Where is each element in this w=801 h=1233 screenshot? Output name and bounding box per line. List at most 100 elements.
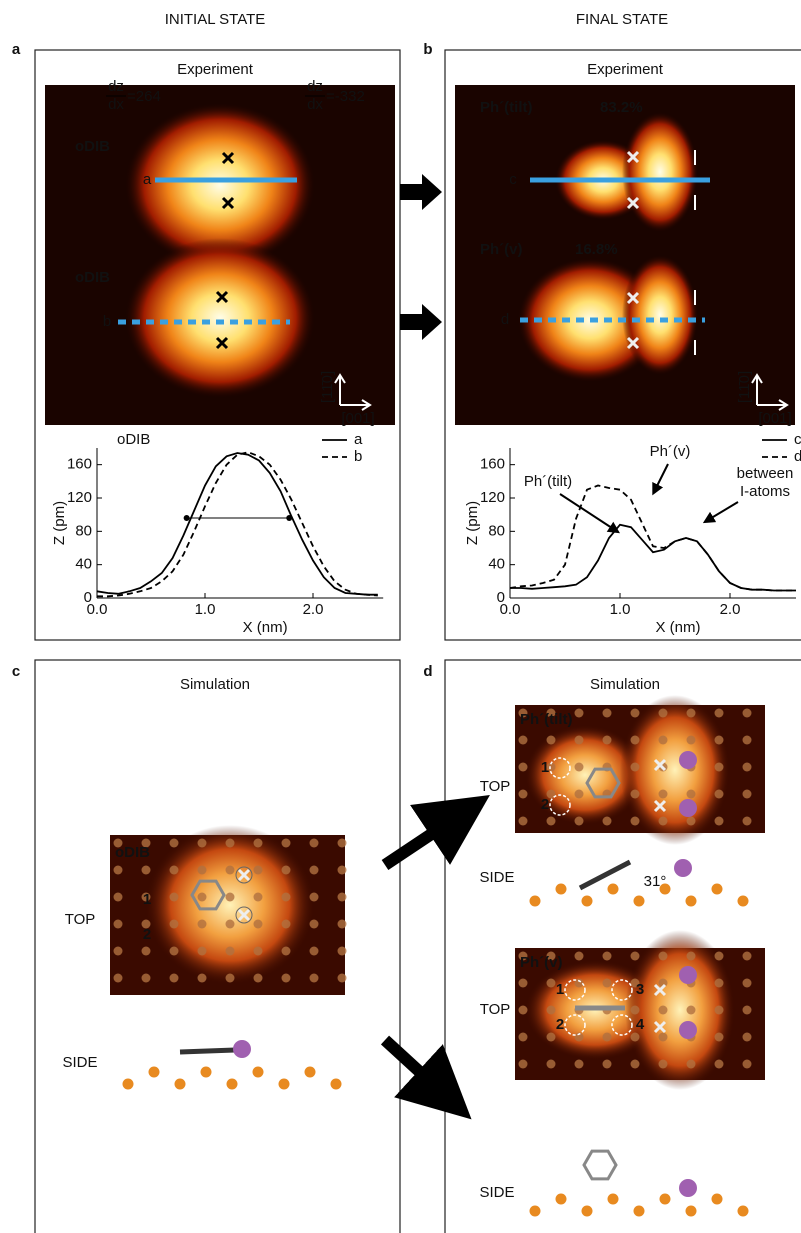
substrate-atom [198, 866, 207, 875]
panel-title: Experiment [177, 61, 254, 78]
substrate-atom [170, 974, 179, 983]
substrate-atom [310, 974, 319, 983]
molecule-label: oDIB [75, 269, 110, 286]
x-tick-label: 0.0 [87, 601, 108, 618]
annotation-arrow [655, 464, 668, 490]
substrate-atom [519, 1033, 528, 1042]
substrate-atom [282, 839, 291, 848]
substrate-atom [282, 974, 291, 983]
substrate-atom [338, 947, 347, 956]
substrate-atom [603, 952, 612, 961]
substrate-atom [226, 920, 235, 929]
substrate-atom [631, 1033, 640, 1042]
header: FINAL STATE [576, 11, 668, 28]
substrate-atom [310, 866, 319, 875]
substrate-atom [687, 817, 696, 826]
molecule-label: Ph´(tilt) [520, 711, 572, 728]
legend-label: b [354, 448, 362, 465]
substrate-atom [715, 790, 724, 799]
substrate-atom [170, 920, 179, 929]
side-atom [305, 1067, 316, 1078]
substrate-atom [547, 736, 556, 745]
x-axis-label: X (nm) [243, 619, 288, 636]
molecule-label: Ph´(tilt) [480, 99, 532, 116]
y-tick-label: 80 [75, 522, 92, 539]
data-line [97, 453, 378, 595]
substrate-atom [310, 947, 319, 956]
substrate-atom [743, 1060, 752, 1069]
annotation: dx [307, 96, 323, 113]
y-tick-label: 40 [75, 556, 92, 573]
substrate-atom [114, 974, 123, 983]
substrate-atom [631, 952, 640, 961]
substrate-atom [743, 709, 752, 718]
view-label: TOP [480, 1001, 511, 1018]
substrate-atom [603, 979, 612, 988]
substrate-atom [687, 1060, 696, 1069]
substrate-atom [631, 1060, 640, 1069]
substrate-atom [547, 817, 556, 826]
substrate-atom [603, 1033, 612, 1042]
substrate-atom [575, 763, 584, 772]
panel-letter: b [423, 41, 432, 58]
atom-label: 1 [556, 981, 564, 998]
side-atom [660, 1194, 671, 1205]
sim-blob [145, 825, 315, 985]
substrate-atom [547, 979, 556, 988]
substrate-atom [743, 979, 752, 988]
x-tick-label: 2.0 [720, 601, 741, 618]
x-tick-label: 2.0 [303, 601, 324, 618]
annotation: Ph´(tilt) [524, 473, 572, 490]
iodine-atom [679, 799, 697, 817]
stm-blob [622, 112, 698, 232]
substrate-atom [715, 709, 724, 718]
stm-blob [125, 238, 315, 398]
substrate-atom [715, 979, 724, 988]
molecule-label: Ph´(v) [520, 954, 563, 971]
view-label: TOP [480, 778, 511, 795]
substrate-atom [142, 974, 151, 983]
panel-title: Simulation [180, 676, 250, 693]
substrate-atom [519, 763, 528, 772]
substrate-atom [743, 736, 752, 745]
atom-label: 4 [636, 1016, 645, 1033]
transition-arrow [400, 174, 442, 210]
substrate-atom [170, 839, 179, 848]
substrate-atom [338, 893, 347, 902]
panel-title: Simulation [590, 676, 660, 693]
cut-label: c [509, 171, 517, 188]
substrate-atom [254, 866, 263, 875]
annotation: dx [108, 96, 124, 113]
figure: INITIAL STATEFINAL STATEabcdExperimentEx… [0, 0, 801, 1233]
annotation: =-332 [326, 88, 365, 105]
y-tick-label: 120 [67, 489, 92, 506]
substrate-atom [687, 952, 696, 961]
substrate-atom [547, 1033, 556, 1042]
substrate-atom [575, 709, 584, 718]
transition-arrow [385, 815, 460, 865]
substrate-atom [519, 736, 528, 745]
substrate-atom [226, 893, 235, 902]
side-atom [738, 896, 749, 907]
molecule-label: oDIB [75, 138, 110, 155]
iodine-atom [674, 859, 692, 877]
percentage: 83.2% [600, 99, 643, 116]
substrate-atom [114, 866, 123, 875]
substrate-atom [170, 866, 179, 875]
substrate-atom [226, 974, 235, 983]
iodine-atom [679, 751, 697, 769]
substrate-atom [603, 709, 612, 718]
side-atom [738, 1206, 749, 1217]
substrate-atom [198, 947, 207, 956]
y-tick-label: 120 [480, 489, 505, 506]
substrate-atom [603, 817, 612, 826]
side-atom [149, 1067, 160, 1078]
annotation: between [737, 465, 794, 482]
substrate-atom [338, 839, 347, 848]
substrate-atom [631, 817, 640, 826]
direction-label: [11̄0] [319, 371, 336, 403]
substrate-atom [687, 790, 696, 799]
direction-label: [001] [341, 410, 374, 427]
data-line [97, 452, 378, 596]
substrate-atom [575, 817, 584, 826]
